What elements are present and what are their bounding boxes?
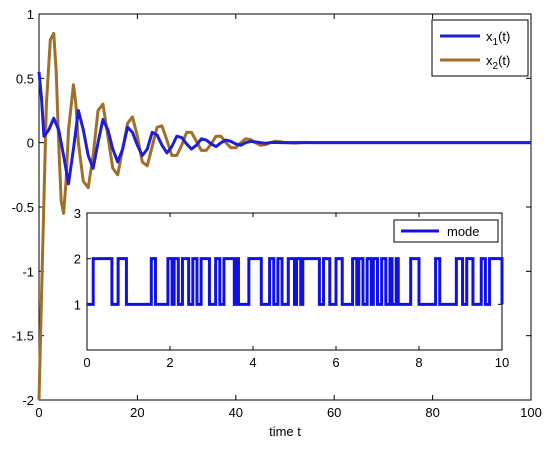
y-tick-label: -1.5 xyxy=(12,329,34,344)
inset-x-tick-label: 10 xyxy=(495,355,509,370)
inset-x-tick-label: 0 xyxy=(83,355,90,370)
x-tick-label: 80 xyxy=(425,405,439,420)
series-line-x1(t) xyxy=(37,71,531,186)
inset-y-tick-label: 2 xyxy=(74,252,81,267)
y-tick-label: -2 xyxy=(22,393,34,408)
x-tick-label: 100 xyxy=(520,405,542,420)
y-tick-label: 1 xyxy=(27,7,34,22)
inset-legend-box xyxy=(393,219,499,243)
legend-label-x2(t): x2(t) xyxy=(486,53,510,72)
y-tick-label: 0.5 xyxy=(16,71,34,86)
x-axis-label: time t xyxy=(269,424,301,439)
inset-x-tick-label: 8 xyxy=(415,355,422,370)
y-tick-label: 0 xyxy=(27,136,34,151)
inset-plot: 0 2 4 6 8 10 3 2 1 mode xyxy=(74,206,509,370)
inset-y-tick-label: 3 xyxy=(74,206,81,221)
legend-label-mode: mode xyxy=(447,224,480,239)
inset-x-tick-label: 2 xyxy=(166,355,173,370)
x-tick-label: 20 xyxy=(130,405,144,420)
y-tick-label: -1 xyxy=(22,264,34,279)
x-tick-label: 0 xyxy=(35,405,42,420)
inset-x-tick-label: 6 xyxy=(332,355,339,370)
x-tick-label: 40 xyxy=(229,405,243,420)
x-tick-label: 60 xyxy=(327,405,341,420)
inset-x-tick-label: 4 xyxy=(249,355,256,370)
y-tick-label: -0.5 xyxy=(12,200,34,215)
main-legend-box xyxy=(431,19,529,77)
legend-label-x1(t): x1(t) xyxy=(486,29,510,48)
inset-y-tick-label: 1 xyxy=(74,297,81,312)
series-line-mode xyxy=(87,257,504,306)
